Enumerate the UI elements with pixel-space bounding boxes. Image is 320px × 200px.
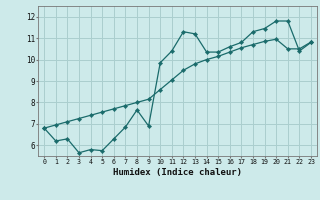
X-axis label: Humidex (Indice chaleur): Humidex (Indice chaleur): [113, 168, 242, 177]
